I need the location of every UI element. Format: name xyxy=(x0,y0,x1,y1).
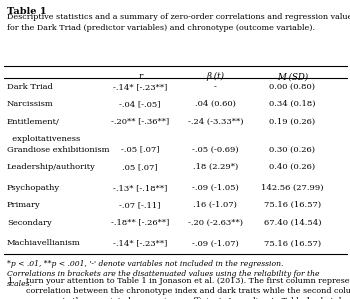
Text: turn your attention to Table 1 in Jonason et al. (2013). The first column repres: turn your attention to Table 1 in Jonaso… xyxy=(26,277,350,299)
Text: M (SD): M (SD) xyxy=(277,72,308,81)
Text: -.09 (-1.05): -.09 (-1.05) xyxy=(192,184,239,192)
Text: 1.: 1. xyxy=(7,277,15,285)
Text: -.05 (-0.69): -.05 (-0.69) xyxy=(192,146,239,154)
Text: Secondary: Secondary xyxy=(7,219,52,227)
Text: Grandiose exhibitionism: Grandiose exhibitionism xyxy=(7,146,110,154)
Text: 67.40 (14.54): 67.40 (14.54) xyxy=(264,219,321,227)
Text: 0.00 (0.80): 0.00 (0.80) xyxy=(269,83,315,91)
Text: -.07 [-.11]: -.07 [-.11] xyxy=(119,201,161,209)
Text: .05 [.07]: .05 [.07] xyxy=(122,163,158,171)
Text: Entitlement/: Entitlement/ xyxy=(7,118,60,126)
Text: -.24 (-3.33**): -.24 (-3.33**) xyxy=(188,118,243,126)
Text: 75.16 (16.57): 75.16 (16.57) xyxy=(264,201,321,209)
Text: .18 (2.29*): .18 (2.29*) xyxy=(193,163,238,171)
Text: -.14* [-.23**]: -.14* [-.23**] xyxy=(113,239,167,248)
Text: -.09 (-1.07): -.09 (-1.07) xyxy=(192,239,239,248)
Text: Table 1: Table 1 xyxy=(7,7,47,16)
Text: -.20** [-.36**]: -.20** [-.36**] xyxy=(111,118,169,126)
Text: 0.30 (0.26): 0.30 (0.26) xyxy=(269,146,315,154)
Text: Leadership/authority: Leadership/authority xyxy=(7,163,96,171)
Text: 0.40 (0.26): 0.40 (0.26) xyxy=(269,163,315,171)
Text: r: r xyxy=(138,72,142,81)
Text: exploitativeness: exploitativeness xyxy=(7,135,80,143)
Text: -.04 [-.05]: -.04 [-.05] xyxy=(119,100,161,108)
Text: Machiavellianism: Machiavellianism xyxy=(7,239,81,248)
Text: .04 (0.60): .04 (0.60) xyxy=(195,100,236,108)
Text: Dark Triad: Dark Triad xyxy=(7,83,53,91)
Text: Narcissism: Narcissism xyxy=(7,100,54,108)
Text: 142.56 (27.99): 142.56 (27.99) xyxy=(261,184,323,192)
Text: -.18** [-.26**]: -.18** [-.26**] xyxy=(111,219,169,227)
Text: .16 (-1.07): .16 (-1.07) xyxy=(193,201,237,209)
Text: -.20 (-2.63**): -.20 (-2.63**) xyxy=(188,219,243,227)
Text: *p < .01, **p < .001, '-' denote variables not included in the regression.
Corre: *p < .01, **p < .001, '-' denote variabl… xyxy=(7,260,320,288)
Text: -.14* [-.23**]: -.14* [-.23**] xyxy=(113,83,167,91)
Text: 0.34 (0.18): 0.34 (0.18) xyxy=(269,100,315,108)
Text: 0.19 (0.26): 0.19 (0.26) xyxy=(269,118,315,126)
Text: Primary: Primary xyxy=(7,201,41,209)
Text: -.05 [.07]: -.05 [.07] xyxy=(121,146,159,154)
Text: β (t): β (t) xyxy=(206,72,224,82)
Text: -.13* [-.18**]: -.13* [-.18**] xyxy=(113,184,167,192)
Text: Descriptive statistics and a summary of zero-order correlations and regression v: Descriptive statistics and a summary of … xyxy=(7,13,350,32)
Text: Psychopathy: Psychopathy xyxy=(7,184,60,192)
Text: 75.16 (16.57): 75.16 (16.57) xyxy=(264,239,321,248)
Text: -: - xyxy=(214,83,217,91)
